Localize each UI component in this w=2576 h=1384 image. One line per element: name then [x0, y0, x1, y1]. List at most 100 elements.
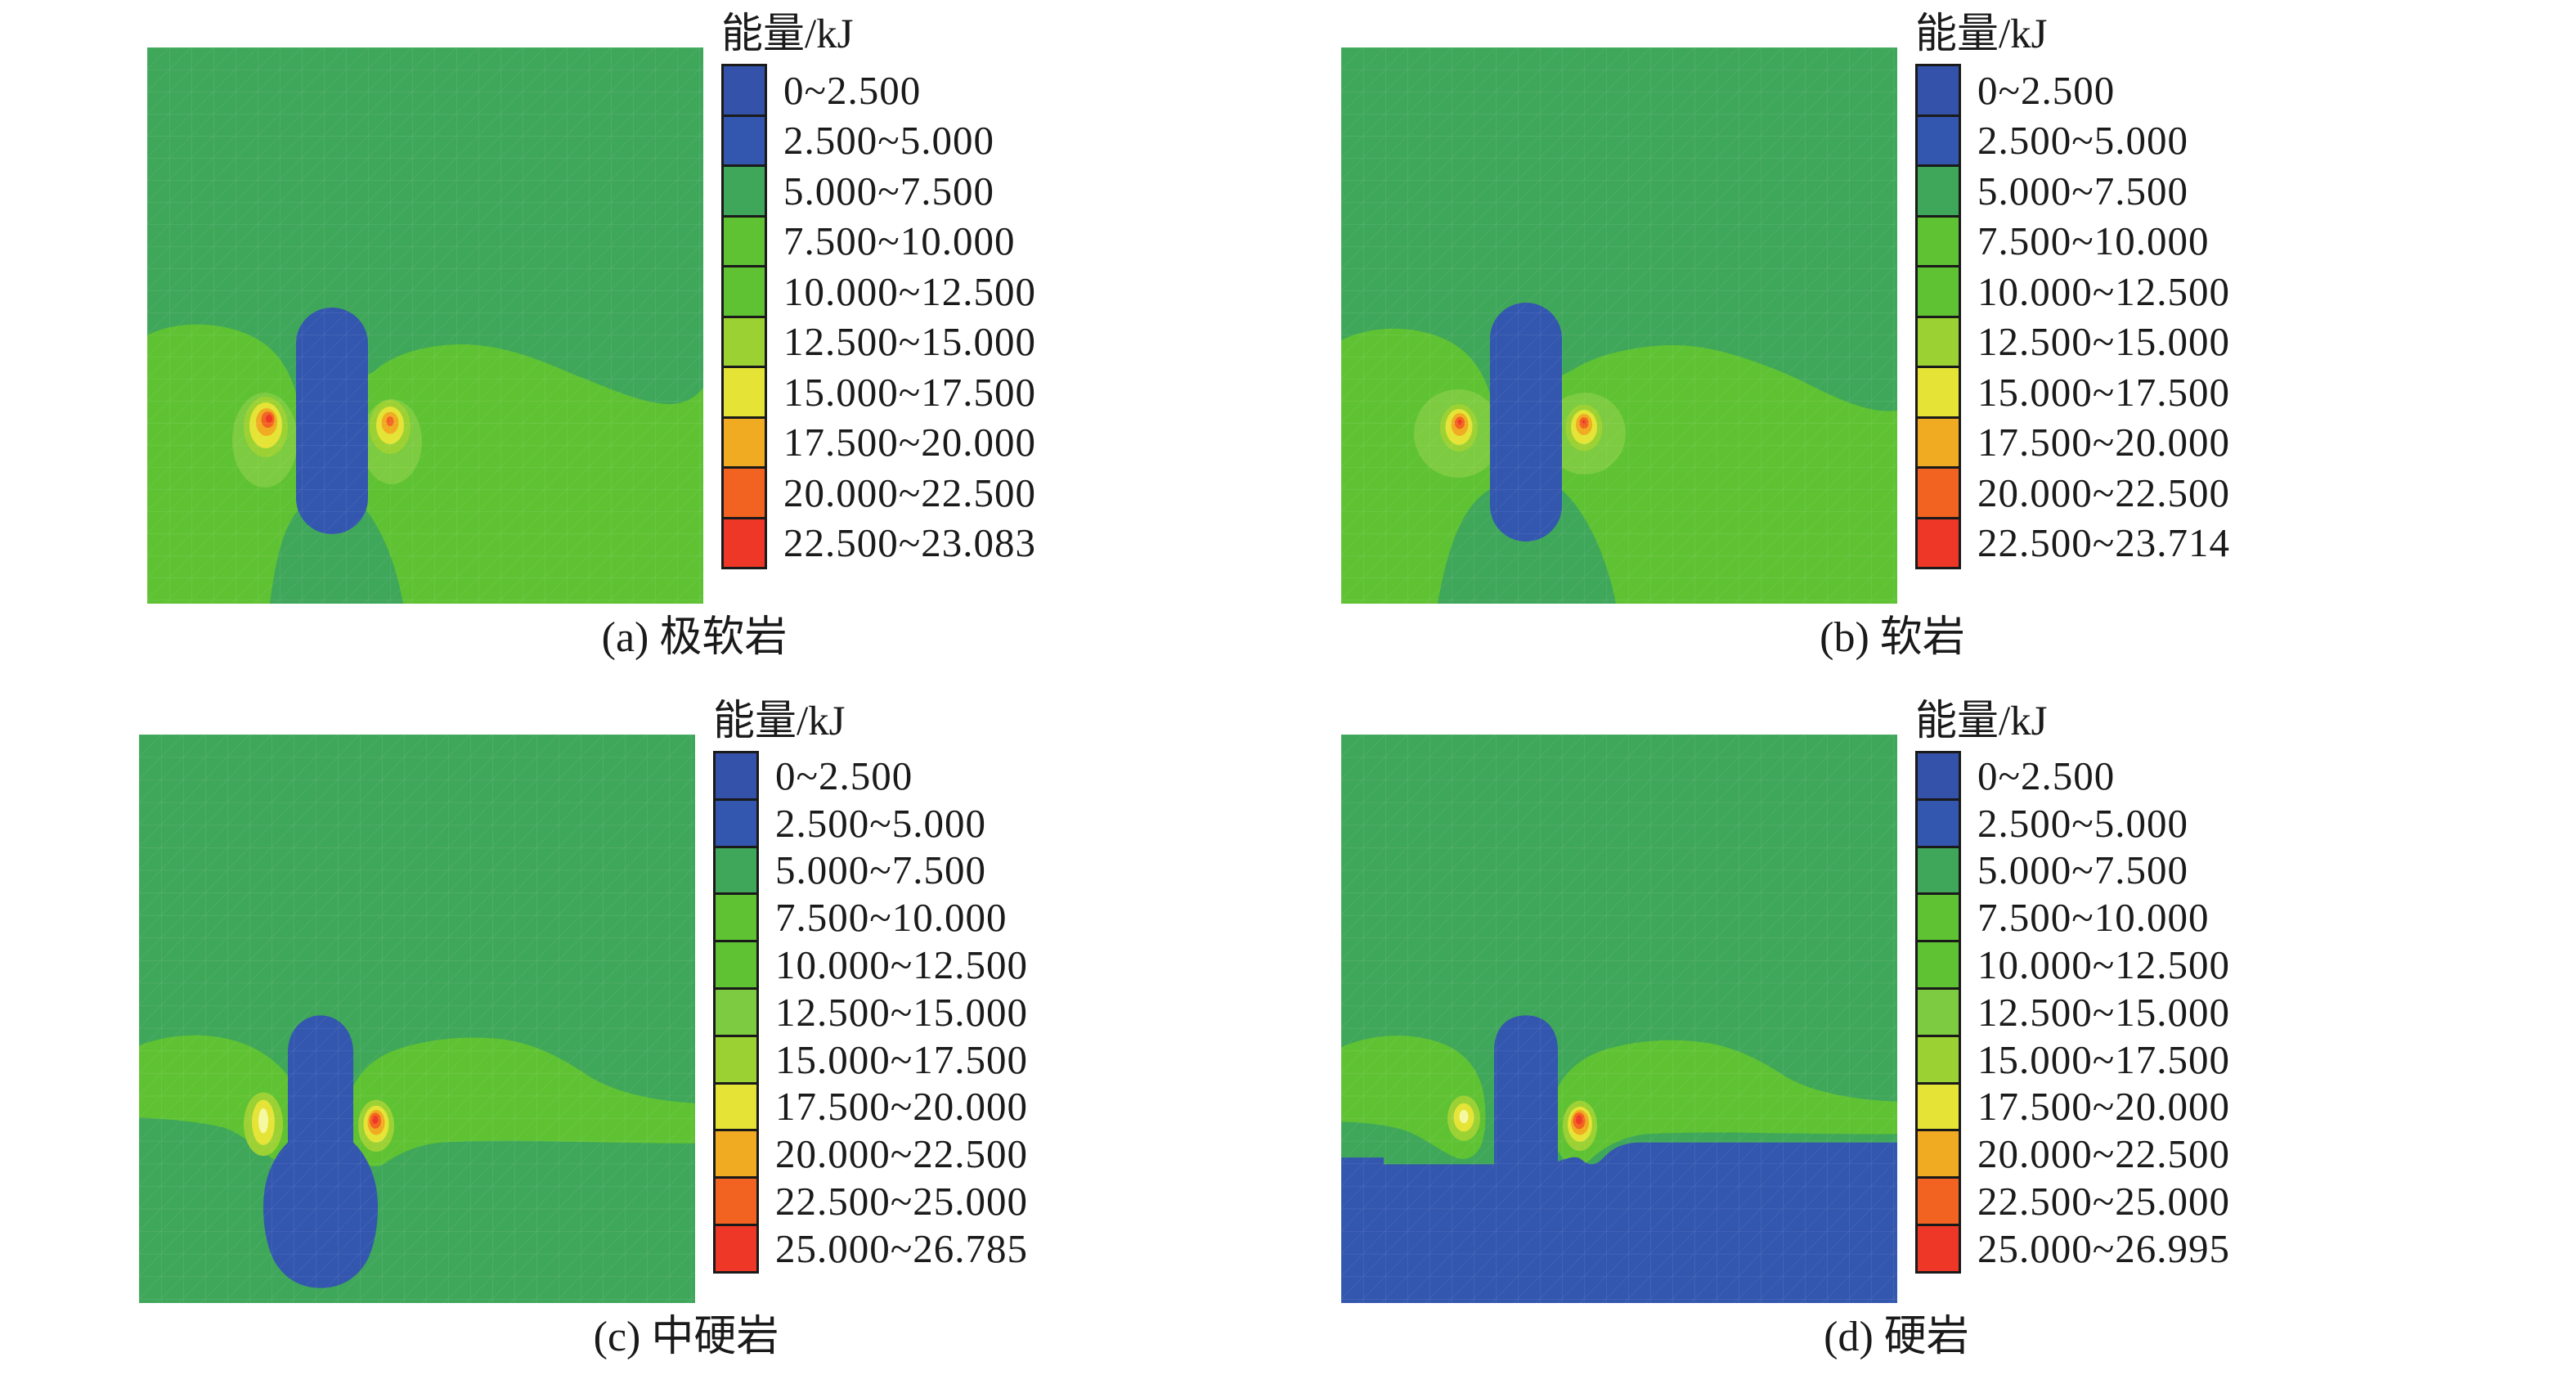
legend-item: 10.000~12.500: [1915, 265, 2230, 318]
legend-range-label: 5.000~7.500: [775, 847, 987, 893]
legend-color-swatch: [1915, 751, 1961, 801]
legend-range-label: 22.500~23.714: [1977, 520, 2231, 566]
legend-color-swatch: [713, 845, 759, 896]
legend-range-label: 12.500~15.000: [1977, 989, 2231, 1035]
legend-color-swatch: [713, 1176, 759, 1226]
legend-item: 5.000~7.500: [713, 845, 1028, 896]
legend-range-label: 10.000~12.500: [783, 268, 1037, 314]
legend-range-label: 0~2.500: [1977, 67, 2116, 113]
panel-caption: (d) 硬岩: [1824, 1314, 1969, 1360]
legend-color-swatch: [713, 892, 759, 943]
legend-item: 22.500~25.000: [1915, 1176, 2230, 1226]
legend-range-label: 15.000~17.500: [1977, 369, 2231, 415]
legend-color-swatch: [1915, 64, 1961, 117]
legend-color-swatch: [721, 114, 767, 167]
legend-item: 7.500~10.000: [721, 214, 1036, 267]
legend-item: 15.000~17.500: [1915, 366, 2230, 419]
legend-item: 17.500~20.000: [1915, 416, 2230, 469]
legend-item: 22.500~23.714: [1915, 516, 2231, 569]
legend-item: 15.000~17.500: [1915, 1034, 2231, 1085]
legend-item: 2.500~5.000: [1915, 114, 2230, 167]
legend-range-label: 12.500~15.000: [783, 319, 1037, 365]
legend-color-swatch: [721, 416, 767, 469]
legend-items: 0~2.500 2.500~5.000 5.000~7.500 7.500~10.00…: [1915, 751, 2230, 1274]
panel-d: 能量/kJ 0~2.500 2.500~5.000 5.000~7.500 7.500…: [1341, 699, 2264, 1362]
contour-plot-medium-hard-rock: [139, 735, 695, 1303]
panel-b-plot-row: 能量/kJ 0~2.500 2.500~5.000 5.000~7.500 7.500…: [1341, 11, 2255, 604]
legend-item: 7.500~10.000: [1915, 214, 2230, 267]
legend-item: 5.000~7.500: [1915, 164, 2230, 218]
legend-color-swatch: [1915, 798, 1961, 848]
mesh-grid-overlay: [1341, 735, 1897, 1303]
legend-range-label: 15.000~17.500: [1977, 1036, 2231, 1082]
legend-color-swatch: [1915, 1034, 1961, 1085]
panel-c-plot-row: 能量/kJ 0~2.500 2.500~5.000 5.000~7.500 7.500…: [139, 699, 1045, 1303]
legend-item: 10.000~12.500: [1915, 940, 2230, 990]
legend-color-swatch: [1915, 466, 1961, 519]
legend-range-label: 0~2.500: [783, 67, 922, 113]
legend-range-label: 22.500~25.000: [775, 1179, 1029, 1224]
legend-item: 2.500~5.000: [721, 114, 1036, 167]
legend-item: 17.500~20.000: [713, 1081, 1029, 1132]
contour-plot-soft-rock: [1341, 47, 1897, 604]
legend-range-label: 2.500~5.000: [1977, 800, 2189, 846]
legend-color-swatch: [713, 1223, 759, 1274]
legend-title: 能量/kJ: [721, 11, 854, 57]
legend-range-label: 17.500~20.000: [775, 1084, 1029, 1130]
legend-title: 能量/kJ: [1915, 11, 2048, 57]
legend-range-label: 10.000~12.500: [775, 942, 1029, 988]
legend-color-swatch: [721, 516, 767, 569]
legend-color-swatch: [721, 265, 767, 318]
legend-color-swatch: [1915, 114, 1961, 167]
legend-color-swatch: [721, 466, 767, 519]
legend-item: 20.000~22.500: [713, 1129, 1028, 1180]
panel-a: 能量/kJ 0~2.500 2.500~5.000 5.000~7.500 7.500…: [147, 11, 1053, 663]
legend-color-swatch: [713, 1034, 759, 1085]
legend-range-label: 10.000~12.500: [1977, 268, 2231, 314]
legend-range-label: 10.000~12.500: [1977, 942, 2231, 988]
legend-range-label: 2.500~5.000: [783, 118, 995, 164]
legend-item: 0~2.500: [721, 64, 1036, 117]
legend-item: 7.500~10.000: [713, 892, 1028, 943]
mesh-grid-overlay: [147, 47, 703, 604]
legend-item: 15.000~17.500: [721, 366, 1036, 419]
legend-range-label: 7.500~10.000: [1977, 218, 2210, 264]
legend-items: 0~2.500 2.500~5.000 5.000~7.500 7.500~10.00…: [721, 64, 1036, 569]
contour-plot-extremely-soft-rock: [147, 47, 703, 604]
legend-range-label: 5.000~7.500: [783, 168, 995, 213]
legend-range-label: 22.500~23.083: [783, 520, 1037, 566]
legend-item: 22.500~25.000: [713, 1176, 1028, 1226]
legend-color-swatch: [1915, 986, 1961, 1037]
panel-a-plot-row: 能量/kJ 0~2.500 2.500~5.000 5.000~7.500 7.500…: [147, 11, 1053, 604]
mesh-grid-overlay: [139, 735, 695, 1303]
panel-c: 能量/kJ 0~2.500 2.500~5.000 5.000~7.500 7.500…: [139, 699, 1045, 1362]
legend-range-label: 20.000~22.500: [1977, 1131, 2231, 1177]
legend-title: 能量/kJ: [713, 699, 846, 744]
legend-item: 12.500~15.000: [1915, 986, 2231, 1037]
legend-color-swatch: [1915, 265, 1961, 318]
legend-range-label: 22.500~25.000: [1977, 1179, 2231, 1224]
legend-color-swatch: [1915, 1176, 1961, 1226]
legend-color-swatch: [1915, 1129, 1961, 1180]
legend-item: 2.500~5.000: [1915, 798, 2230, 848]
legend-item: 20.000~22.500: [721, 466, 1036, 519]
legend-color-swatch: [1915, 940, 1961, 990]
legend-item: 17.500~20.000: [721, 416, 1036, 469]
legend-item: 5.000~7.500: [1915, 845, 2230, 896]
legend-range-label: 5.000~7.500: [1977, 847, 2189, 893]
legend-item: 15.000~17.500: [713, 1034, 1028, 1085]
legend-color-swatch: [1915, 214, 1961, 267]
legend-color-swatch: [721, 315, 767, 368]
legend-item: 25.000~26.785: [713, 1223, 1028, 1274]
legend-color-swatch: [721, 366, 767, 419]
legend-color-swatch: [721, 164, 767, 218]
legend-item: 7.500~10.000: [1915, 892, 2230, 943]
legend-range-label: 12.500~15.000: [1977, 319, 2231, 365]
legend-item: 10.000~12.500: [721, 265, 1036, 318]
legend-range-label: 0~2.500: [1977, 753, 2116, 798]
legend-items: 0~2.500 2.500~5.000 5.000~7.500 7.500~10.00…: [1915, 64, 2230, 569]
legend-range-label: 7.500~10.000: [783, 218, 1016, 264]
legend-item: 25.000~26.995: [1915, 1223, 2230, 1274]
legend-color-swatch: [1915, 516, 1961, 569]
legend-color-swatch: [1915, 1081, 1961, 1132]
